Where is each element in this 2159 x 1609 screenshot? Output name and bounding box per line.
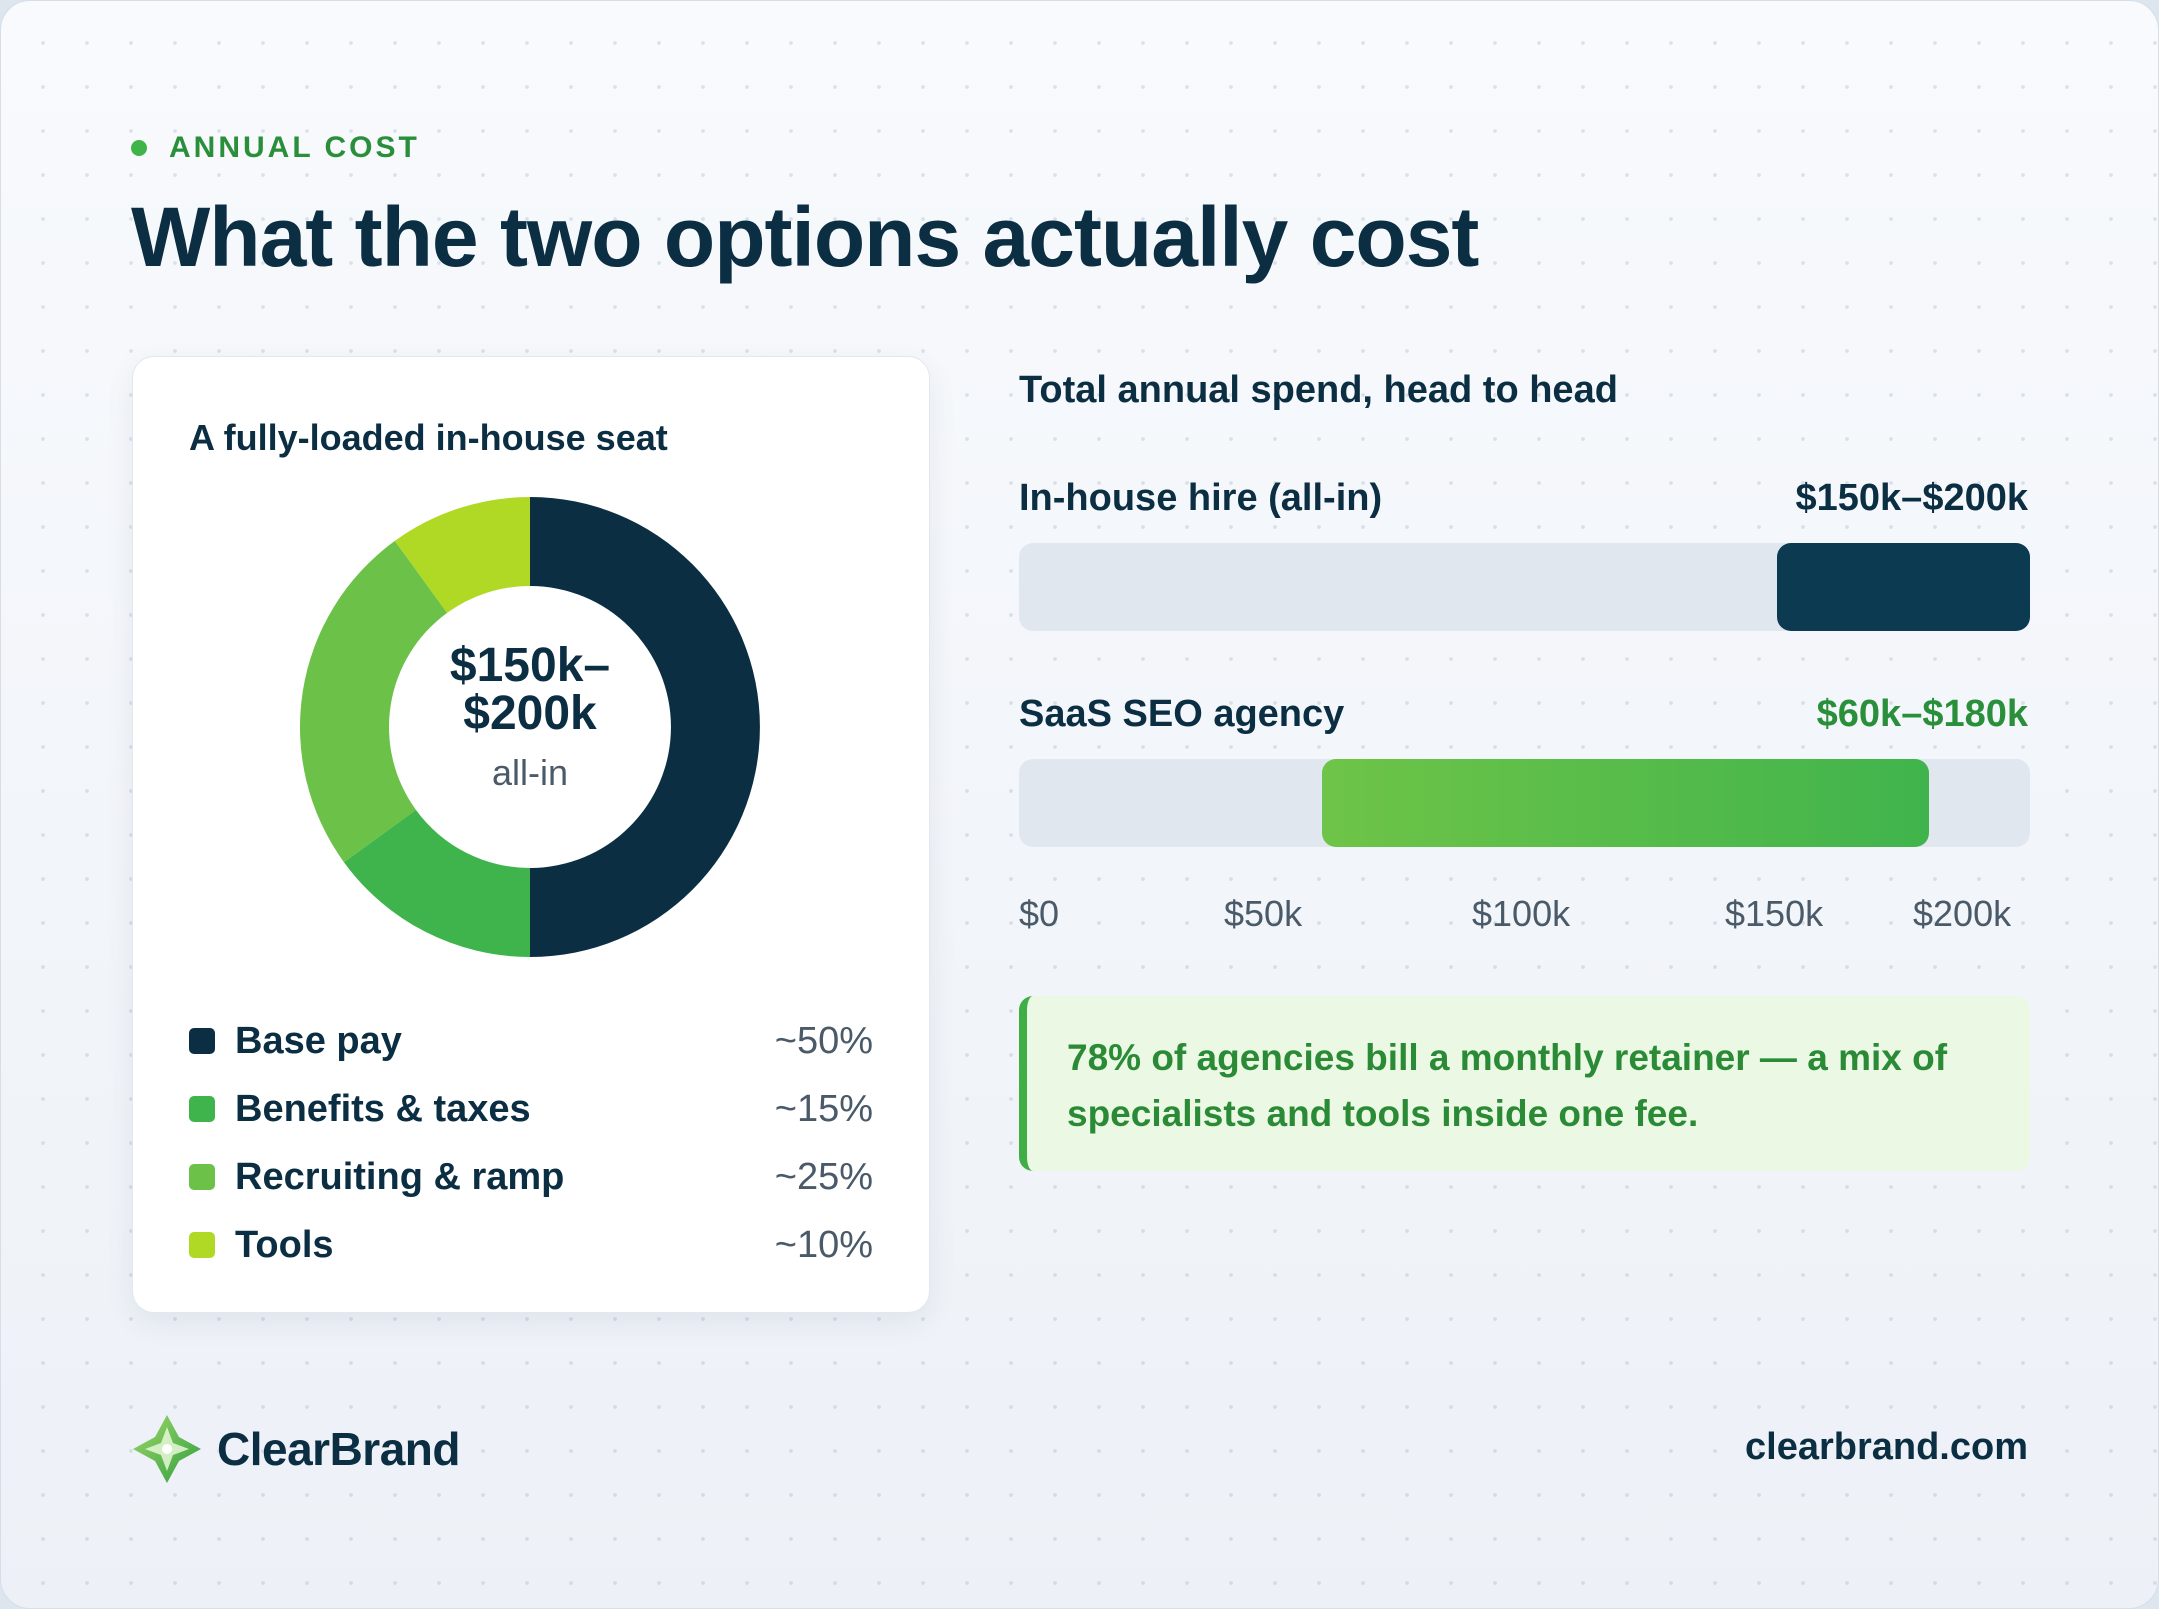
donut-card-title: A fully-loaded in-house seat — [189, 417, 668, 458]
in-house-seat-card: A fully-loaded in-house seat $150k– $200… — [132, 356, 930, 1313]
bar-value-agency: $60k–$180k — [1816, 693, 2028, 735]
eyebrow: ANNUAL COST — [131, 131, 420, 165]
legend-value: ~15% — [774, 1087, 873, 1130]
donut-center-range-end: $200k — [463, 687, 597, 740]
bar-fill-agency — [1322, 759, 1929, 847]
bar-label-in-house: In-house hire (all-in) — [1019, 477, 1383, 519]
callout-text: 78% of agencies bill a monthly retainer … — [1067, 1037, 1948, 1134]
legend-value: ~50% — [774, 1019, 873, 1062]
retainer-callout: 78% of agencies bill a monthly retainer … — [1019, 996, 2030, 1171]
clearbrand-logo-icon — [133, 1415, 201, 1483]
legend-label: Recruiting & ramp — [235, 1155, 565, 1198]
axis-tick-200k: $200k — [1913, 893, 2012, 934]
legend-swatch — [189, 1096, 215, 1122]
bar-fill-in-house — [1777, 543, 2030, 631]
donut-legend: Base pay ~50% Benefits & taxes ~15% Recr… — [189, 1007, 873, 1279]
legend-item-base-pay: Base pay ~50% — [189, 1007, 873, 1075]
legend-value: ~10% — [774, 1223, 873, 1266]
eyebrow-dot-icon — [131, 140, 147, 156]
axis-tick-50k: $50k — [1224, 893, 1303, 934]
legend-label: Tools — [235, 1223, 334, 1266]
cost-breakdown-donut — [300, 497, 760, 957]
axis-tick-0: $0 — [1019, 893, 1060, 934]
brand-name: ClearBrand — [217, 1423, 460, 1475]
donut-center-caption: all-in — [491, 752, 569, 793]
donut-slice-benefits-taxes — [343, 809, 530, 957]
axis-tick-150k: $150k — [1725, 893, 1824, 934]
legend-item-recruiting-ramp: Recruiting & ramp ~25% — [189, 1143, 873, 1211]
site-url: clearbrand.com — [1745, 1426, 2028, 1468]
legend-value: ~25% — [774, 1155, 873, 1198]
eyebrow-label: ANNUAL COST — [169, 131, 420, 164]
donut-slice-tools — [394, 497, 530, 613]
bar-label-agency: SaaS SEO agency — [1019, 693, 1345, 735]
bar-chart-title: Total annual spend, head to head — [1019, 369, 1618, 411]
legend-swatch — [189, 1164, 215, 1190]
legend-item-benefits-taxes: Benefits & taxes ~15% — [189, 1075, 873, 1143]
legend-label: Benefits & taxes — [235, 1087, 531, 1130]
bar-track-in-house — [1019, 543, 2030, 631]
donut-slice-recruiting-ramp — [300, 540, 448, 863]
bar-track-agency — [1019, 759, 2030, 847]
page-title: What the two options actually cost — [131, 190, 1479, 284]
legend-item-tools: Tools ~10% — [189, 1211, 873, 1279]
legend-swatch — [189, 1232, 215, 1258]
legend-label: Base pay — [235, 1019, 402, 1062]
axis-tick-100k: $100k — [1472, 893, 1571, 934]
bar-value-in-house: $150k–$200k — [1795, 477, 2028, 519]
donut-center-range-start: $150k– — [449, 639, 611, 692]
donut-slice-base-pay — [530, 497, 760, 957]
legend-swatch — [189, 1028, 215, 1054]
donut-center-label: $150k– $200k all-in — [300, 642, 760, 794]
brand-logo: ClearBrand — [131, 1413, 460, 1485]
